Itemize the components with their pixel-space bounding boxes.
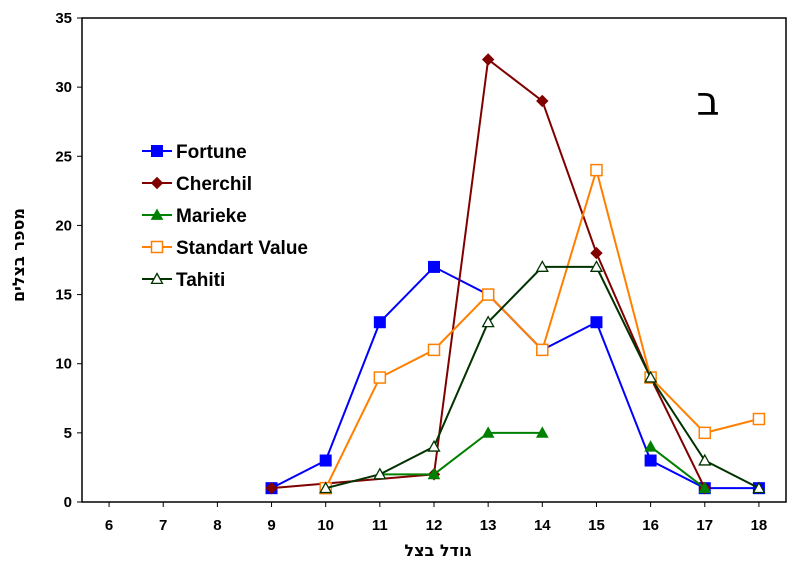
y-axis-ticks: 0 5 10 15 20 25 30 35	[55, 10, 82, 511]
data-point	[590, 246, 603, 260]
legend-item: Fortune	[142, 142, 247, 163]
data-point	[752, 481, 766, 494]
y-tick-label: 25	[55, 148, 72, 165]
data-point	[265, 481, 278, 495]
y-tick-label: 35	[55, 10, 72, 27]
legend-item: Standart Value	[142, 238, 308, 259]
y-axis-label: מספר בצלים	[9, 208, 28, 302]
legend-swatch-marker	[150, 272, 164, 285]
x-tick-label: 18	[751, 517, 768, 534]
data-point	[590, 163, 603, 177]
legend-label: Standart Value	[176, 238, 308, 259]
series-tahiti	[319, 260, 766, 494]
legend-label: Cherchil	[176, 174, 252, 195]
legend-label: Tahiti	[176, 270, 225, 291]
x-tick-label: 15	[588, 517, 605, 534]
data-point	[535, 426, 549, 438]
legend-swatch-marker	[150, 208, 164, 220]
data-point	[319, 454, 332, 467]
y-tick-label: 15	[55, 287, 72, 304]
series-marieke	[373, 426, 712, 494]
series-line	[650, 445, 706, 489]
data-point	[535, 260, 549, 272]
data-point	[590, 316, 603, 329]
x-axis-ticks: 6 7 8 9 10 11 12 13 14 15 16 17 18	[105, 502, 767, 534]
x-tick-label: 16	[642, 517, 659, 534]
legend-swatch-marker	[151, 145, 163, 157]
data-point	[536, 94, 549, 108]
data-point	[481, 53, 495, 66]
data-point	[698, 453, 712, 466]
data-point	[481, 426, 495, 438]
data-point	[373, 316, 386, 329]
data-point	[481, 315, 495, 328]
legend-label: Marieke	[176, 206, 247, 227]
x-tick-label: 8	[213, 517, 221, 534]
legend-swatch-marker	[150, 176, 164, 190]
data-point	[427, 467, 441, 480]
data-point	[536, 343, 549, 357]
panel-label: ב	[696, 79, 719, 125]
x-tick-label: 17	[696, 517, 713, 534]
y-tick-label: 30	[55, 79, 72, 96]
legend: Fortune Cherchil Marieke Standart Value Tahi…	[142, 142, 308, 291]
x-tick-label: 10	[317, 517, 334, 534]
series-line	[271, 57, 706, 490]
x-tick-label: 12	[426, 517, 443, 534]
x-tick-label: 11	[372, 517, 388, 534]
legend-item: Marieke	[142, 206, 247, 227]
data-point	[373, 371, 387, 384]
x-tick-label: 13	[480, 517, 497, 534]
x-tick-label: 9	[267, 517, 275, 534]
series-standart-value	[319, 163, 766, 495]
legend-swatch-marker	[150, 240, 164, 254]
data-point	[427, 439, 441, 452]
data-point	[373, 467, 387, 480]
data-point	[698, 426, 712, 440]
y-tick-label: 10	[55, 356, 72, 373]
y-tick-label: 0	[64, 494, 72, 511]
legend-label: Fortune	[176, 142, 247, 163]
plot-area-frame	[81, 17, 787, 503]
series-line	[379, 431, 543, 476]
axes	[81, 17, 787, 503]
data-point	[589, 260, 604, 272]
data-point	[698, 481, 712, 494]
data-point	[644, 440, 657, 452]
data-point	[428, 260, 440, 273]
x-tick-label: 6	[105, 517, 113, 534]
series-line	[271, 265, 759, 490]
y-tick-label: 20	[55, 217, 72, 234]
data-point	[427, 343, 441, 357]
data-point	[319, 481, 333, 494]
legend-item: Tahiti	[142, 270, 225, 291]
data-point	[644, 454, 657, 467]
series-line	[325, 265, 760, 490]
x-tick-label: 7	[159, 517, 167, 534]
x-tick-label: 14	[534, 517, 551, 534]
data-point	[644, 370, 658, 383]
series-line	[324, 166, 760, 489]
legend-item: Cherchil	[142, 174, 252, 195]
series-layer	[265, 53, 766, 495]
data-point	[481, 288, 495, 301]
x-axis-label: גודל בצל	[404, 541, 471, 560]
y-tick-label: 5	[64, 425, 72, 442]
data-point	[752, 412, 766, 426]
